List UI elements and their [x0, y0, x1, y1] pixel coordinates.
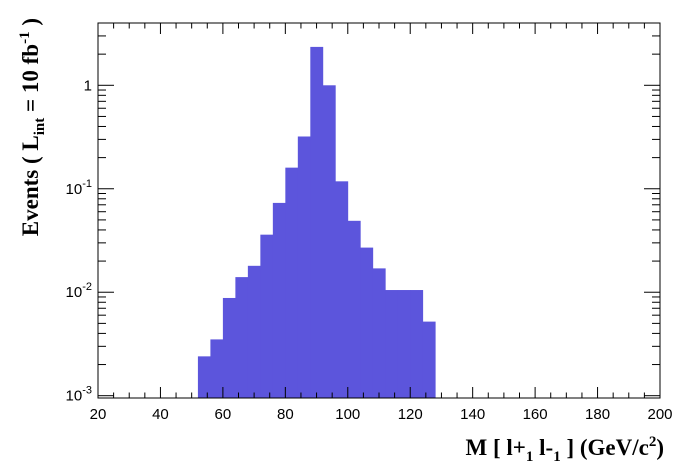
- histogram-bar: [210, 339, 224, 398]
- histogram-bar: [285, 167, 299, 398]
- histogram-bar: [272, 202, 286, 398]
- histogram-bar: [397, 290, 411, 398]
- x-axis-tick-labels: 20 40 60 80 100 120 140 160 180 200: [90, 406, 673, 423]
- x-tick-label: 60: [215, 406, 232, 423]
- x-tick-label: 140: [460, 406, 485, 423]
- histogram-bar: [197, 356, 211, 398]
- x-tick-label: 200: [647, 406, 672, 423]
- y-tick-label: 10-3: [66, 385, 92, 405]
- histogram-bar: [247, 265, 261, 398]
- x-tick-label: 40: [152, 406, 169, 423]
- histogram-bar: [222, 297, 236, 398]
- histogram-bar: [260, 234, 274, 398]
- histogram-bar: [422, 321, 436, 398]
- y-axis-title: Events ( Lint = 10 fb-1 ): [17, 18, 48, 236]
- y-tick-label: 10-2: [66, 281, 92, 301]
- y-tick-label: 10-1: [66, 178, 92, 198]
- histogram-bar: [410, 290, 424, 398]
- histogram-bars: [197, 46, 436, 399]
- histogram-bar: [235, 277, 249, 398]
- y-axis-ticks: [98, 22, 660, 397]
- histogram-bar: [297, 136, 311, 398]
- x-tick-label: 100: [335, 406, 360, 423]
- y-axis-tick-labels: 10-3 10-2 10-1 1: [66, 77, 92, 404]
- x-tick-label: 20: [90, 406, 107, 423]
- histogram-bar: [322, 85, 336, 399]
- histogram-bar: [385, 290, 399, 398]
- x-tick-label: 180: [585, 406, 610, 423]
- x-tick-label: 80: [277, 406, 294, 423]
- histogram-bar: [347, 220, 361, 398]
- histogram-bar: [335, 181, 349, 398]
- histogram-bar: [310, 46, 324, 398]
- histogram-bar: [360, 247, 374, 398]
- x-axis-title: M [ l+1 l-1 ] (GeV/c2): [466, 434, 665, 465]
- x-tick-label: 160: [523, 406, 548, 423]
- histogram-bar: [372, 268, 386, 398]
- y-tick-label: 1: [84, 77, 92, 94]
- x-axis-ticks: [97, 23, 661, 398]
- x-tick-label: 120: [398, 406, 423, 423]
